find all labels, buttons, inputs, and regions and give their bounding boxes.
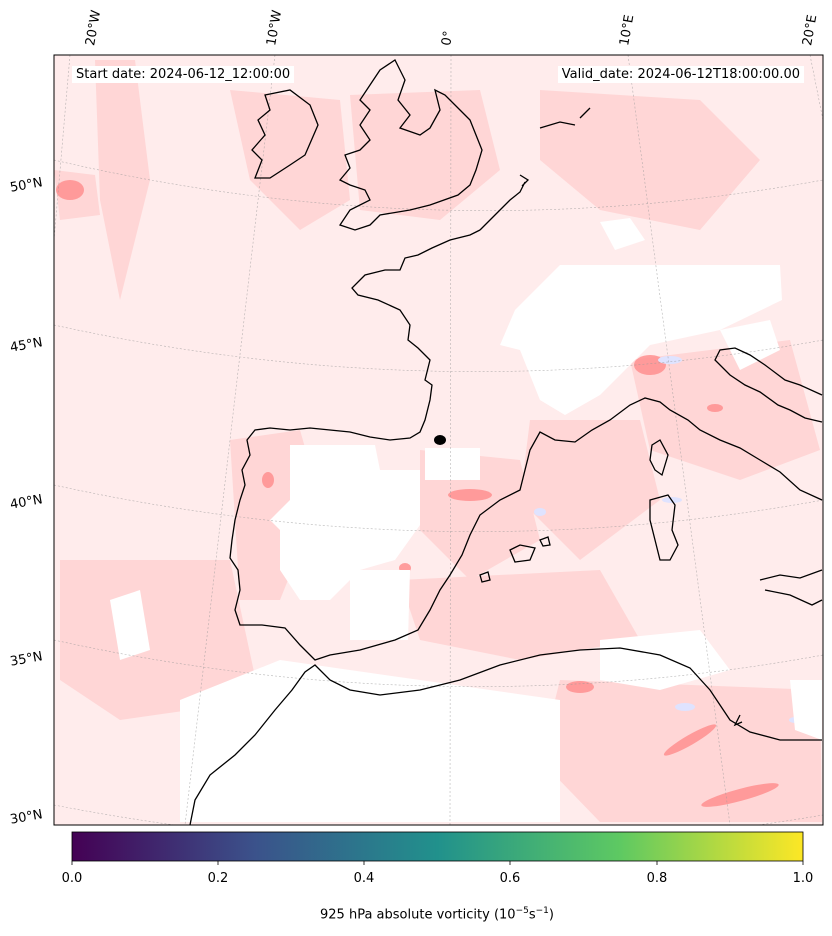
coastlines	[189, 59, 823, 825]
lon-label-0: 0°	[439, 29, 457, 47]
track-marker	[434, 435, 446, 445]
vorticity-field	[54, 55, 823, 825]
colorbar-tick-label: 0.6	[499, 871, 521, 886]
colorbar-ticks	[71, 861, 804, 865]
colorbar-tick-label: 0.4	[353, 871, 375, 886]
graticule	[54, 55, 823, 825]
valid-date-label: Valid_date: 2024-06-12T18:00:00.00	[557, 66, 804, 83]
masked-regions	[110, 218, 822, 822]
start-date-label: Start date: 2024-06-12_12:00:00	[72, 66, 295, 83]
colorbar-label: 925 hPa absolute vorticity (10−5s−1)	[320, 906, 554, 923]
colorbar-tick-label: 1.0	[792, 871, 814, 886]
colorbar-tick-label: 0.0	[61, 871, 83, 886]
colorbar-tick-label: 0.8	[646, 871, 668, 886]
colorbar	[71, 831, 804, 862]
map-frame	[53, 54, 824, 826]
colorbar-tick-label: 0.2	[207, 871, 229, 886]
